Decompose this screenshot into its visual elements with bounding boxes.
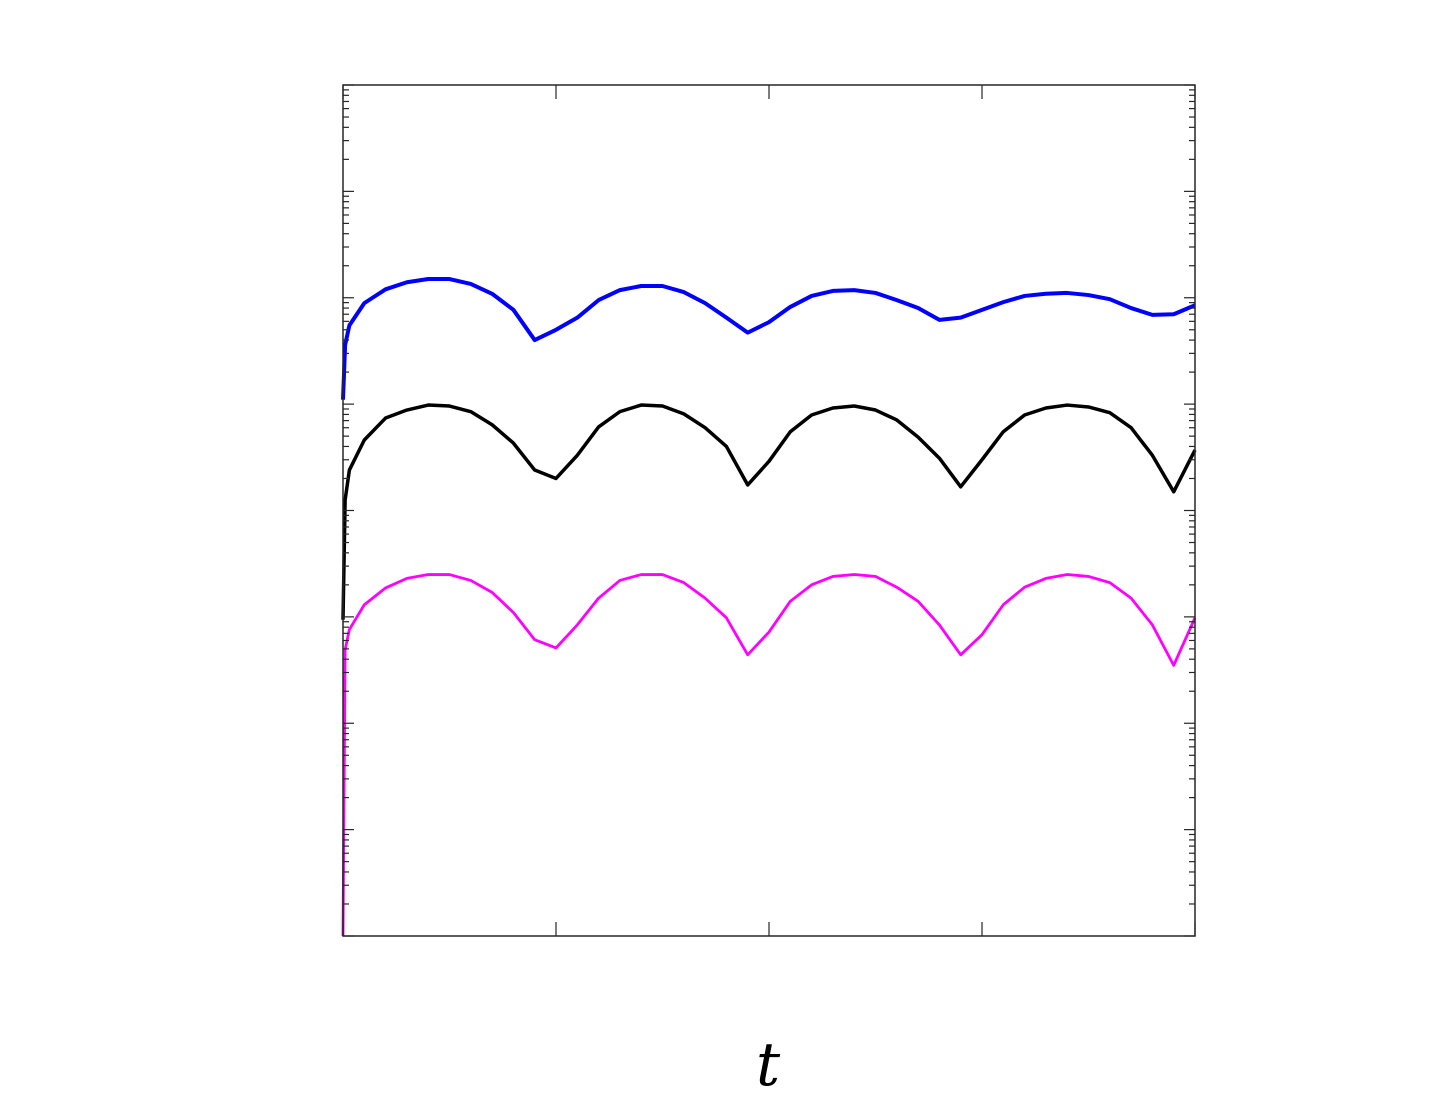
- plot-frame: [342, 84, 1196, 937]
- data-line: [341, 277, 1196, 400]
- data-line: [341, 573, 1197, 937]
- x-axis-label: t: [756, 1030, 781, 1100]
- data-line: [341, 403, 1197, 620]
